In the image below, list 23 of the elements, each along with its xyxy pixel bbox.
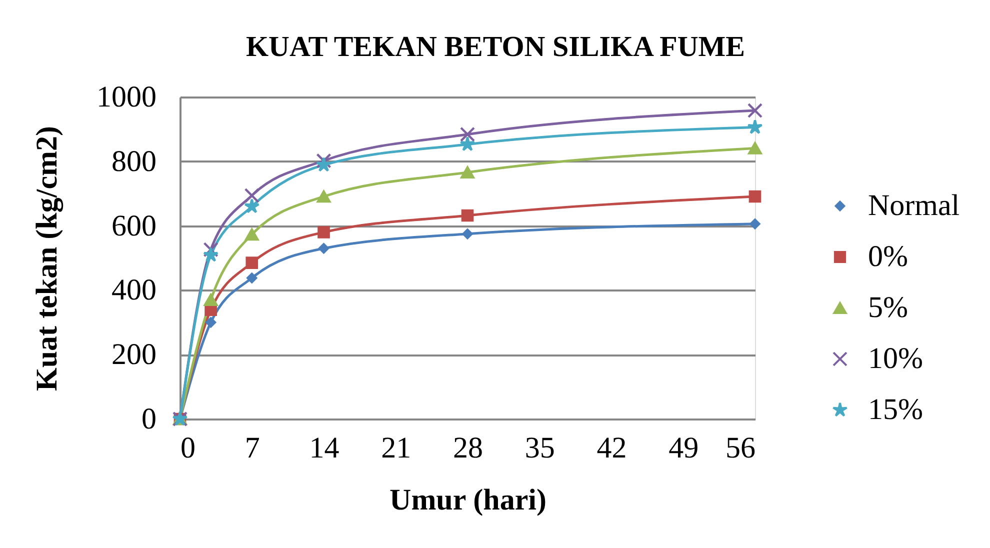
y-tick-label: 200 [112,338,156,372]
x-tick-label: 49 [668,432,699,464]
y-tick-label: 400 [112,274,156,307]
legend-label: 0% [868,240,908,273]
x-axis-title: Umur (hari) [390,484,546,516]
x-tick-label: 35 [524,432,555,464]
x-tick-label: 28 [453,432,483,464]
x-tick-label: 56 [726,432,756,464]
legend-label: 15% [868,393,923,426]
x-tick-label: 42 [596,432,627,464]
legend-label: Normal [868,189,960,222]
x-tick-label: 7 [244,432,260,464]
y-tick-label: 0 [142,402,156,436]
y-axis-title: Kuat tekan (kg/cm2) [30,126,64,391]
y-tick-label: 600 [112,209,156,242]
legend-label: 5% [868,291,908,324]
legend-label: 10% [868,342,923,375]
x-tick-label: 0 [180,432,196,464]
y-tick-label: 1000 [96,80,156,114]
chart-title: KUAT TEKAN BETON SILIKA FUME [246,31,746,63]
x-tick-label: 21 [381,432,412,464]
y-tick-label: 800 [112,144,156,178]
x-tick-label: 14 [309,432,340,464]
